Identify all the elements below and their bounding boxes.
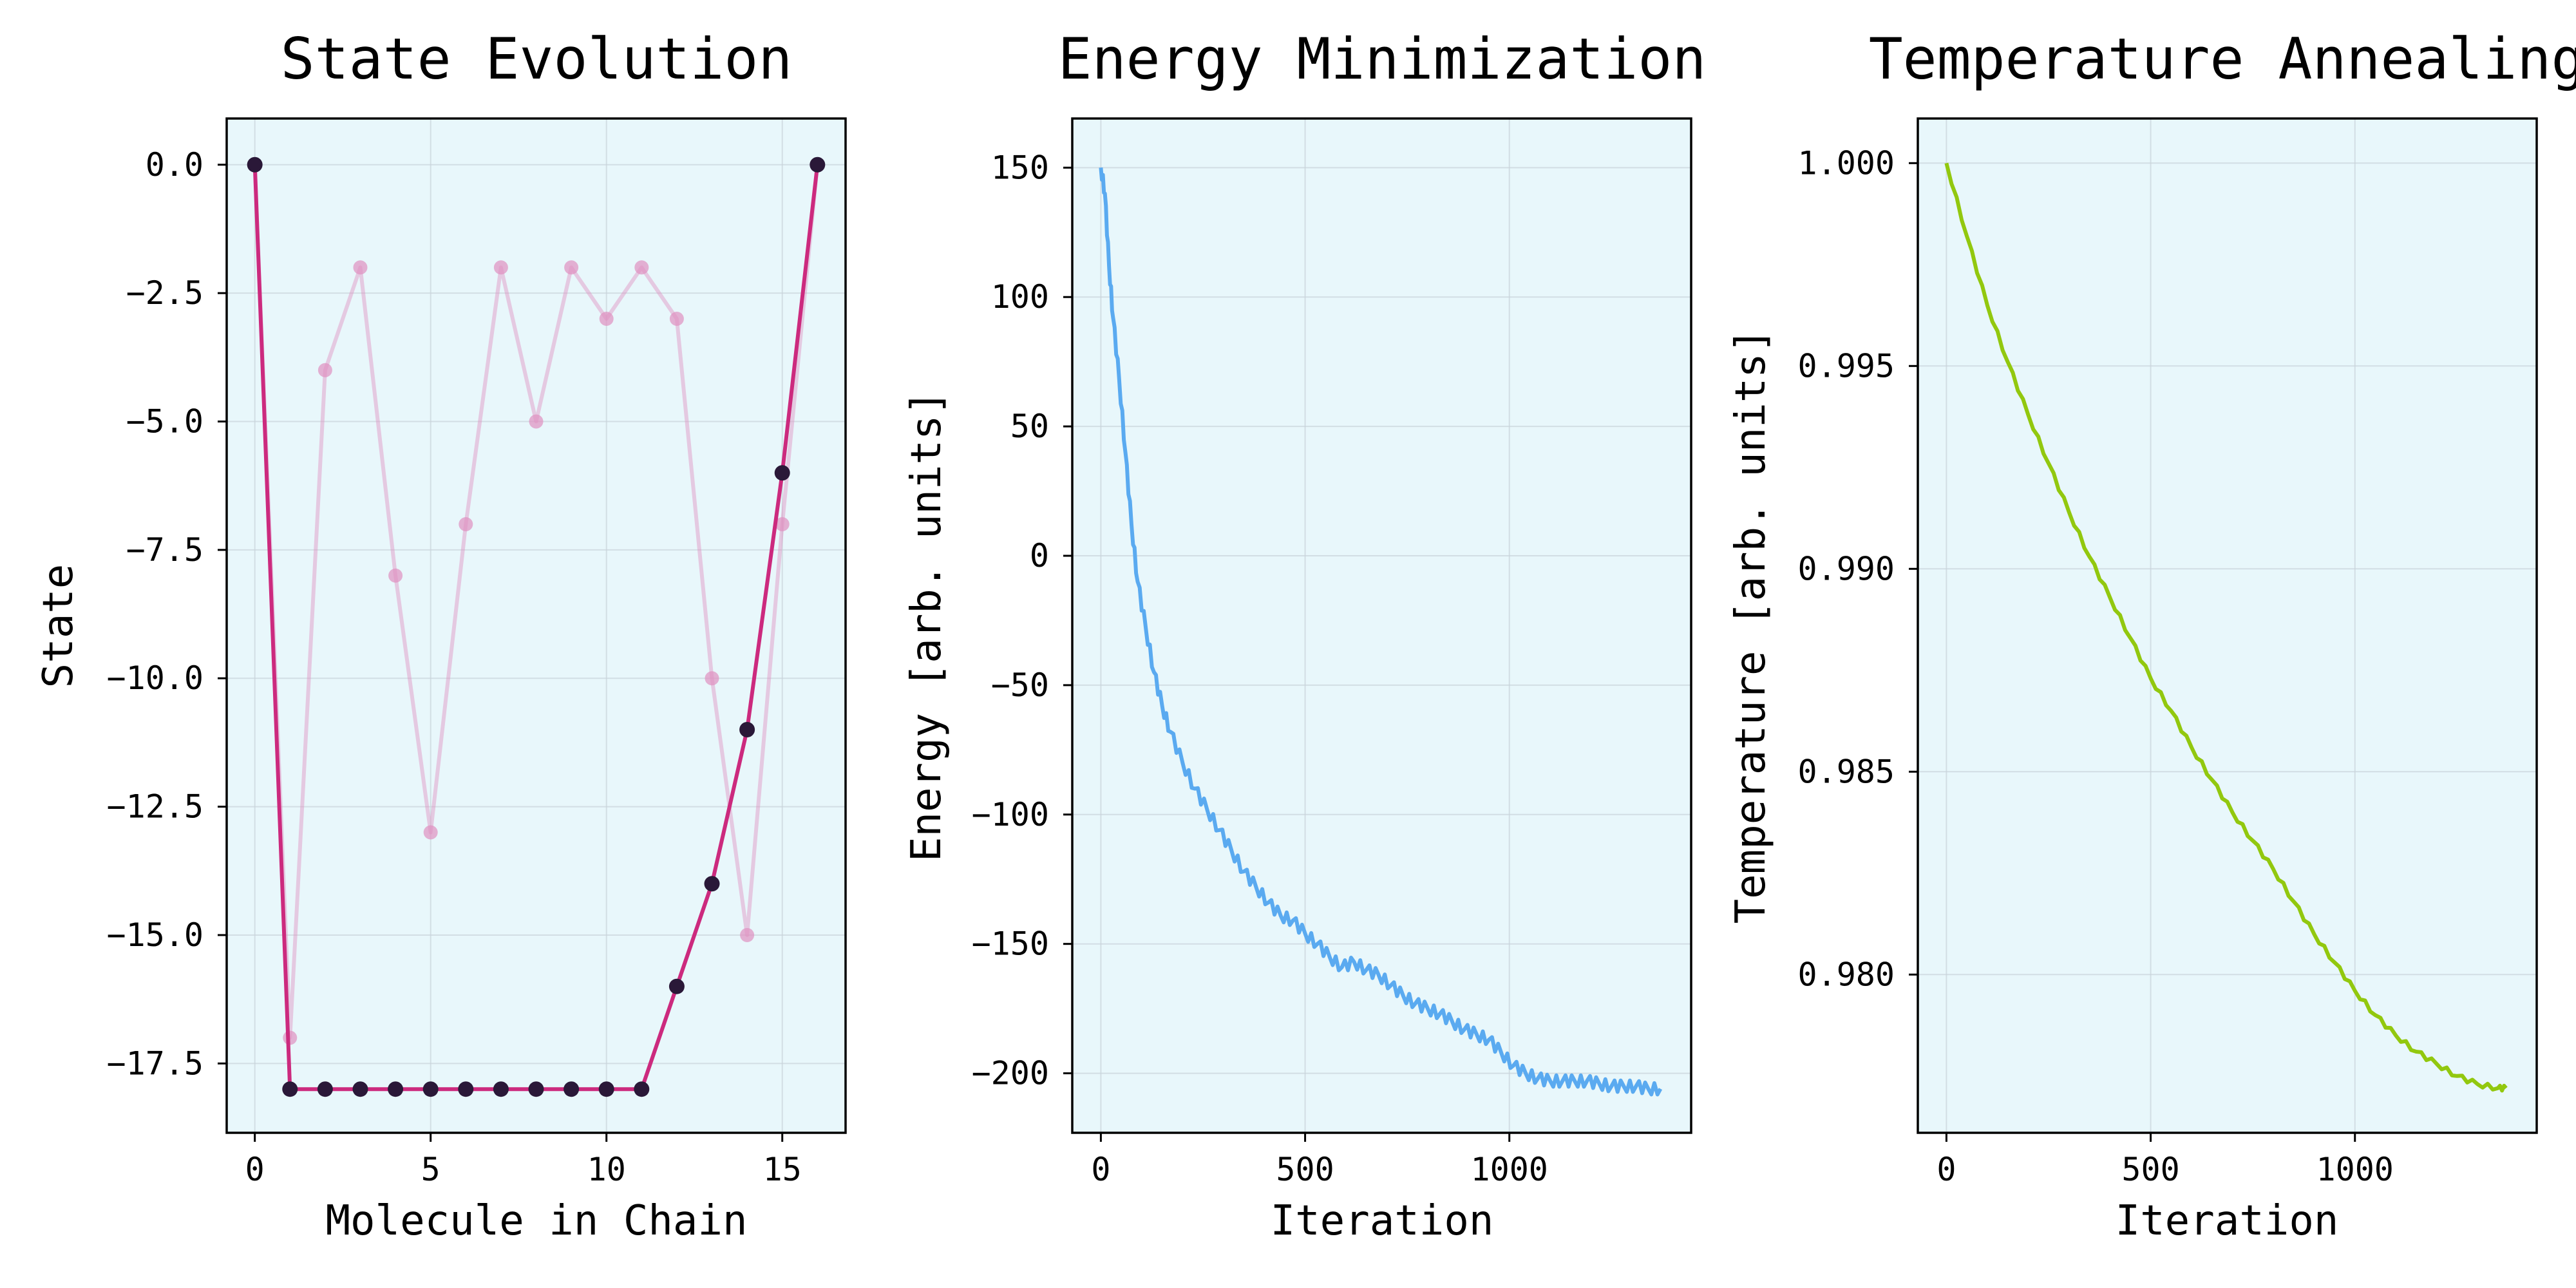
y-tick-label: 50 bbox=[1010, 408, 1049, 445]
y-tick-label: 0.995 bbox=[1797, 347, 1895, 384]
initial-state-point bbox=[493, 260, 508, 275]
y-tick-label: −7.5 bbox=[126, 531, 204, 569]
final-state-point bbox=[422, 1081, 439, 1097]
y-tick-label: −2.5 bbox=[126, 274, 204, 312]
x-axis-label-energy: Iteration bbox=[1271, 1197, 1494, 1245]
x-axis-label-state: Molecule in Chain bbox=[325, 1197, 747, 1245]
initial-state-point bbox=[775, 517, 790, 531]
final-state-point bbox=[458, 1081, 474, 1097]
series-energy-line bbox=[1099, 167, 1663, 1097]
initial-state-point bbox=[353, 260, 368, 275]
y-tick-label: 0.0 bbox=[146, 146, 204, 184]
initial-state-point bbox=[599, 312, 614, 327]
y-tick-label: −50 bbox=[991, 667, 1049, 704]
x-tick-label: 1000 bbox=[2316, 1151, 2394, 1188]
initial-state-point bbox=[564, 260, 579, 275]
y-axis-label-temperature: Temperature [arb. units] bbox=[1727, 328, 1775, 924]
y-tick-label: −17.5 bbox=[106, 1045, 204, 1082]
initial-state-point bbox=[459, 517, 473, 531]
y-tick-label: 100 bbox=[991, 278, 1049, 316]
x-tick-label: 5 bbox=[421, 1151, 440, 1188]
initial-state-point bbox=[740, 927, 755, 942]
chart-title-temperature-annealing: Temperature Annealing bbox=[1869, 26, 2576, 92]
y-tick-label: −12.5 bbox=[106, 788, 204, 826]
final-state-point bbox=[317, 1081, 333, 1097]
final-state-point bbox=[739, 721, 755, 737]
final-state-point bbox=[388, 1081, 404, 1097]
chart-title-energy-minimization: Energy Minimization bbox=[1058, 26, 1707, 92]
y-tick-label: 0.980 bbox=[1797, 956, 1895, 993]
y-tick-label: 0.990 bbox=[1797, 550, 1895, 587]
final-state-point bbox=[352, 1081, 368, 1097]
plot-state-evolution: 0 5 10 15 0.0 −2.5 −5.0 −7.5 −10.0 −12.5 −15.0 −17.… bbox=[106, 117, 847, 1188]
final-state-point bbox=[598, 1081, 614, 1097]
final-state-point bbox=[668, 978, 685, 994]
plot-background bbox=[1072, 118, 1691, 1133]
chart-title-state-evolution: State Evolution bbox=[281, 26, 793, 92]
final-state-point bbox=[528, 1081, 544, 1097]
x-tick-label: 15 bbox=[763, 1151, 802, 1188]
final-state-point bbox=[810, 156, 826, 173]
initial-state-point bbox=[388, 568, 403, 583]
final-state-point bbox=[774, 465, 790, 481]
y-tick-label: −150 bbox=[972, 925, 1049, 963]
initial-state-point bbox=[669, 312, 684, 327]
final-state-point bbox=[282, 1081, 298, 1097]
y-tick-label: −100 bbox=[972, 796, 1049, 833]
x-tick-label: 1000 bbox=[1471, 1151, 1548, 1188]
plot-background bbox=[1918, 118, 2537, 1133]
y-axis-label-state: State bbox=[35, 564, 82, 688]
x-tick-label: 0 bbox=[245, 1151, 265, 1188]
series-temperature-line bbox=[1944, 162, 2508, 1093]
y-tick-label: −15.0 bbox=[106, 916, 204, 954]
y-tick-label: 1.000 bbox=[1797, 144, 1895, 182]
x-tick-label: 0 bbox=[1091, 1151, 1110, 1188]
initial-state-point bbox=[529, 414, 544, 429]
plot-background bbox=[227, 118, 846, 1133]
plot-frame bbox=[1917, 117, 2538, 1134]
y-axis-label-energy: Energy [arb. units] bbox=[903, 390, 951, 862]
final-state-point bbox=[564, 1081, 580, 1097]
plot-frame bbox=[225, 117, 847, 1134]
initial-state-point bbox=[634, 260, 649, 275]
y-tick-label: −5.0 bbox=[126, 403, 204, 440]
plot-frame bbox=[1071, 117, 1692, 1134]
x-tick-label: 500 bbox=[2121, 1151, 2179, 1188]
initial-state-point bbox=[705, 671, 719, 686]
plot-temperature-annealing: 0 500 1000 1.000 0.995 0.990 0.985 0.980 bbox=[1797, 117, 2538, 1188]
y-tick-label: −10.0 bbox=[106, 659, 204, 697]
x-tick-label: 0 bbox=[1937, 1151, 1956, 1188]
final-state-point bbox=[493, 1081, 509, 1097]
final-state-point bbox=[634, 1081, 650, 1097]
y-tick-label: −200 bbox=[972, 1055, 1049, 1092]
y-tick-label: 150 bbox=[991, 149, 1049, 186]
x-tick-label: 500 bbox=[1276, 1151, 1334, 1188]
final-state-point bbox=[247, 156, 263, 173]
y-tick-label: 0 bbox=[1030, 537, 1049, 574]
y-tick-label: 0.985 bbox=[1797, 753, 1895, 790]
x-axis-label-temperature: Iteration bbox=[2116, 1197, 2339, 1245]
initial-state-point bbox=[317, 363, 332, 377]
initial-state-point bbox=[423, 825, 438, 840]
final-state-point bbox=[704, 876, 720, 892]
x-tick-label: 10 bbox=[587, 1151, 626, 1188]
